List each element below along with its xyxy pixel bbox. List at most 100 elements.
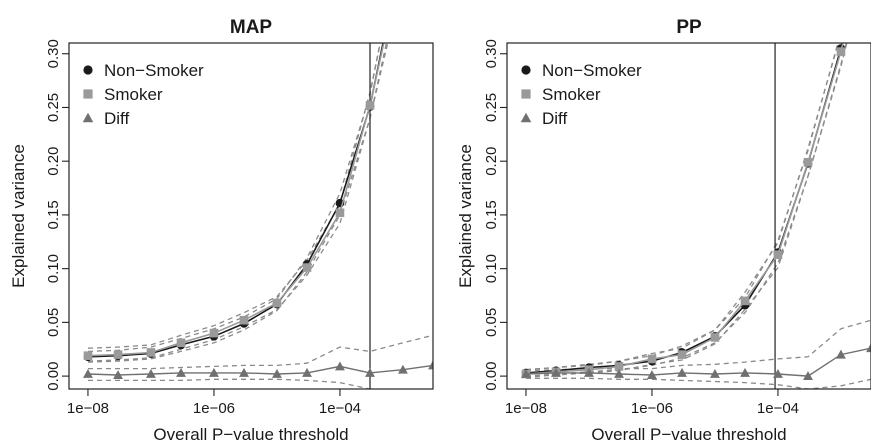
legend-marker-circle bbox=[83, 65, 93, 75]
legend-label: Diff bbox=[104, 109, 129, 128]
legend: Non−Smoker Smoker Diff bbox=[520, 61, 642, 128]
ci-band-line bbox=[525, 43, 839, 371]
data-point-triangle bbox=[647, 370, 657, 379]
series-line-circle bbox=[525, 43, 844, 374]
data-point-square bbox=[209, 328, 219, 338]
panel-map: MAP 0.000.050.100.150.200.250.30 1e−08 1e… bbox=[9, 17, 434, 444]
plot-frame bbox=[506, 42, 871, 390]
data-point-triangle bbox=[521, 369, 531, 378]
plot-area bbox=[68, 42, 434, 390]
data-point-square bbox=[272, 298, 282, 308]
x-tick-label: 1e−04 bbox=[319, 400, 361, 417]
ci-band-line bbox=[525, 43, 848, 377]
plot-area bbox=[506, 42, 871, 390]
y-tick-label: 0.10 bbox=[483, 254, 500, 283]
panel-pp: PP 0.000.050.100.150.200.250.30 1e−08 1e−… bbox=[456, 17, 871, 444]
data-point-square bbox=[740, 296, 750, 306]
data-point-triangle bbox=[302, 367, 312, 377]
data-point-triangle bbox=[773, 369, 783, 378]
x-axis: 1e−08 1e−06 1e−04 bbox=[67, 389, 361, 417]
data-point-square bbox=[614, 362, 624, 371]
ci-band-line bbox=[526, 377, 871, 389]
ci-band-line bbox=[525, 43, 848, 378]
data-point-triangle bbox=[835, 349, 846, 359]
legend-label: Non−Smoker bbox=[104, 61, 204, 80]
y-tick-label: 0.15 bbox=[483, 200, 500, 229]
y-tick-label: 0.30 bbox=[483, 39, 500, 68]
data-point-square bbox=[239, 315, 249, 325]
data-point-triangle bbox=[272, 369, 282, 378]
data-point-triangle bbox=[740, 367, 750, 377]
y-axis: 0.00 0.05 0.10 0.15 0.20 0.25 0.30 bbox=[45, 39, 69, 391]
data-point-square bbox=[836, 47, 846, 56]
y-tick-label: 0.15 bbox=[45, 200, 62, 229]
x-axis: 1e−08 1e−06 1e−04 bbox=[505, 389, 799, 417]
legend-marker-circle bbox=[521, 65, 531, 75]
plot-frame bbox=[68, 42, 434, 390]
ci-band-line bbox=[88, 378, 381, 389]
data-point-square bbox=[113, 350, 123, 359]
data-point-triangle bbox=[176, 367, 186, 377]
data-point-square bbox=[803, 157, 813, 167]
y-tick-label: 0.30 bbox=[45, 39, 62, 68]
y-tick-label: 0.20 bbox=[45, 147, 62, 176]
legend-marker-triangle bbox=[82, 112, 94, 123]
ci-band-line bbox=[87, 43, 382, 349]
data-point-square bbox=[710, 333, 720, 342]
legend-label: Non−Smoker bbox=[542, 61, 642, 80]
data-point-square bbox=[335, 208, 345, 218]
ci-band-line bbox=[87, 43, 381, 353]
ci-band-line bbox=[87, 43, 388, 363]
data-point-triangle bbox=[335, 361, 345, 371]
y-axis-label: Explained variance bbox=[9, 144, 28, 288]
data-point-triangle bbox=[365, 367, 375, 377]
data-point-square bbox=[647, 354, 657, 364]
data-point-triangle bbox=[397, 364, 408, 374]
data-point-triangle bbox=[677, 367, 687, 377]
y-tick-label: 0.00 bbox=[45, 362, 62, 391]
data-point-triangle bbox=[710, 369, 720, 378]
data-point-square bbox=[365, 101, 375, 110]
data-point-triangle bbox=[866, 343, 871, 353]
legend-label: Diff bbox=[542, 109, 567, 128]
series-line-square bbox=[525, 43, 844, 375]
y-axis-label: Explained variance bbox=[456, 144, 475, 288]
data-point-triangle bbox=[614, 369, 624, 378]
data-layer bbox=[83, 43, 433, 389]
data-point-triangle bbox=[584, 367, 594, 377]
data-point-triangle bbox=[83, 369, 93, 378]
y-axis: 0.00 0.05 0.10 0.15 0.20 0.25 0.30 bbox=[483, 39, 507, 391]
y-tick-label: 0.10 bbox=[45, 254, 62, 283]
y-tick-label: 0.25 bbox=[45, 93, 62, 122]
panel-title: PP bbox=[676, 17, 702, 38]
data-point-square bbox=[302, 263, 312, 272]
legend-marker-square bbox=[83, 89, 93, 99]
y-tick-label: 0.05 bbox=[45, 308, 62, 337]
series-line-circle bbox=[87, 43, 384, 358]
ci-band-line bbox=[525, 43, 840, 371]
x-tick-label: 1e−04 bbox=[757, 400, 799, 417]
series-line-square bbox=[87, 43, 385, 357]
data-point-triangle bbox=[551, 367, 561, 377]
legend-label: Smoker bbox=[542, 85, 601, 104]
x-tick-label: 1e−06 bbox=[193, 400, 235, 417]
data-point-square bbox=[677, 350, 687, 359]
data-point-triangle bbox=[803, 371, 813, 381]
y-tick-label: 0.00 bbox=[483, 362, 500, 391]
series-line-triangle bbox=[525, 347, 871, 377]
data-point-triangle bbox=[113, 370, 123, 379]
data-point-triangle bbox=[209, 367, 219, 377]
x-tick-label: 1e−06 bbox=[631, 400, 673, 417]
legend-label: Smoker bbox=[104, 85, 163, 104]
legend: Non−Smoker Smoker Diff bbox=[82, 61, 204, 128]
data-point-square bbox=[176, 338, 186, 348]
x-axis-label: Overall P−value threshold bbox=[591, 425, 786, 444]
data-point-square bbox=[773, 250, 783, 259]
data-layer bbox=[521, 43, 871, 389]
x-tick-label: 1e−08 bbox=[67, 400, 109, 417]
data-point-triangle bbox=[428, 360, 433, 370]
series-line-triangle bbox=[87, 364, 433, 376]
ci-band-line bbox=[87, 43, 389, 362]
y-tick-label: 0.05 bbox=[483, 308, 500, 337]
